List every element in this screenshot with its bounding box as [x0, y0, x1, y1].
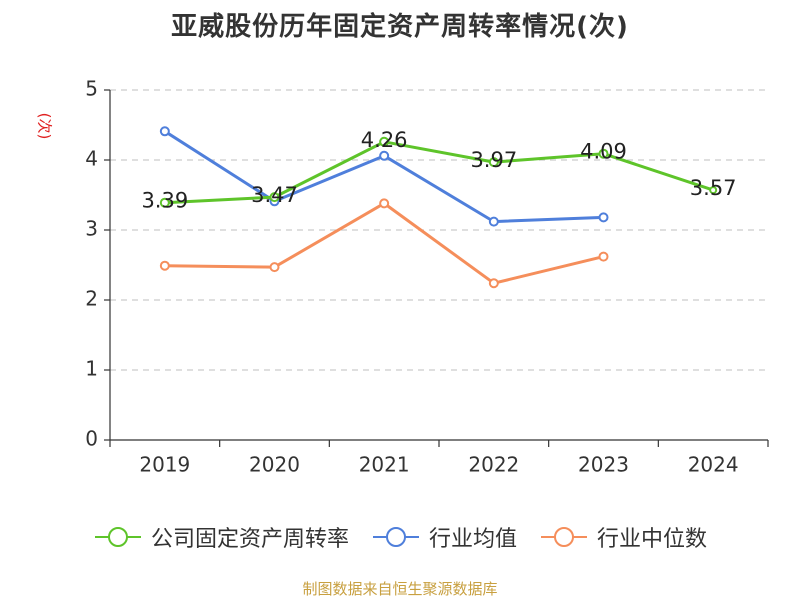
data-labels: 3.39 3.47 4.26 3.97 4.09 3.57	[141, 128, 736, 213]
source-note: 制图数据来自恒生聚源数据库	[302, 580, 498, 598]
data-point[interactable]	[598, 148, 609, 159]
axes: 0 1 2 3 4 5 2019 2020 2021 2022 2023 2024	[85, 77, 769, 477]
y-tick-label: 5	[85, 77, 98, 101]
data-point[interactable]	[488, 216, 499, 227]
chart-title: 亚威股份历年固定资产周转率情况(次)	[171, 12, 629, 42]
data-point[interactable]	[598, 251, 609, 262]
y-axis-label: (次)	[36, 113, 54, 140]
data-point[interactable]	[159, 260, 170, 271]
x-tick-label: 2021	[359, 453, 410, 477]
x-tick-label: 2023	[578, 453, 629, 477]
data-point[interactable]	[269, 192, 280, 203]
legend: 公司固定资产周转率 行业均值 行业中位数	[0, 519, 800, 555]
legend-item-industry-median[interactable]: 行业中位数	[539, 521, 707, 553]
y-tick-label: 2	[85, 287, 98, 311]
legend-label-industry-avg: 行业均值	[428, 527, 517, 552]
grid-lines	[110, 89, 768, 371]
data-point[interactable]	[598, 212, 609, 223]
data-label: 3.47	[251, 183, 298, 207]
legend-label-industry-median: 行业中位数	[597, 527, 708, 552]
data-label: 3.97	[470, 148, 517, 172]
data-point[interactable]	[379, 136, 390, 147]
data-point[interactable]	[159, 197, 170, 208]
legend-line-marker-icon	[372, 527, 419, 547]
data-point[interactable]	[379, 198, 390, 209]
data-point[interactable]	[709, 186, 718, 195]
x-tick-label: 2019	[139, 453, 190, 477]
y-tick-label: 0	[85, 427, 98, 451]
data-label: 3.39	[141, 189, 188, 213]
series-line	[164, 201, 604, 285]
data-point[interactable]	[159, 126, 170, 137]
series-lines	[159, 126, 718, 289]
x-tick-label: 2022	[468, 453, 519, 477]
x-tick-label: 2024	[688, 453, 739, 477]
legend-item-company[interactable]: 公司固定资产周转率	[93, 521, 349, 553]
x-tick-label: 2020	[249, 453, 300, 477]
data-label: 3.57	[690, 176, 737, 200]
legend-item-industry-avg[interactable]: 行业均值	[371, 521, 517, 553]
data-point[interactable]	[269, 262, 280, 273]
legend-line-marker-icon	[541, 527, 587, 547]
data-point[interactable]	[379, 150, 390, 161]
data-point[interactable]	[488, 278, 499, 289]
y-tick-label: 4	[85, 147, 98, 171]
y-tick-label: 1	[85, 357, 98, 381]
legend-label-company: 公司固定资产周转率	[150, 527, 349, 552]
y-tick-label: 3	[85, 217, 98, 241]
data-label: 4.26	[361, 128, 408, 152]
series-line	[164, 140, 714, 205]
data-point[interactable]	[488, 157, 499, 168]
legend-line-marker-icon	[94, 527, 141, 547]
data-label: 4.09	[580, 140, 627, 164]
